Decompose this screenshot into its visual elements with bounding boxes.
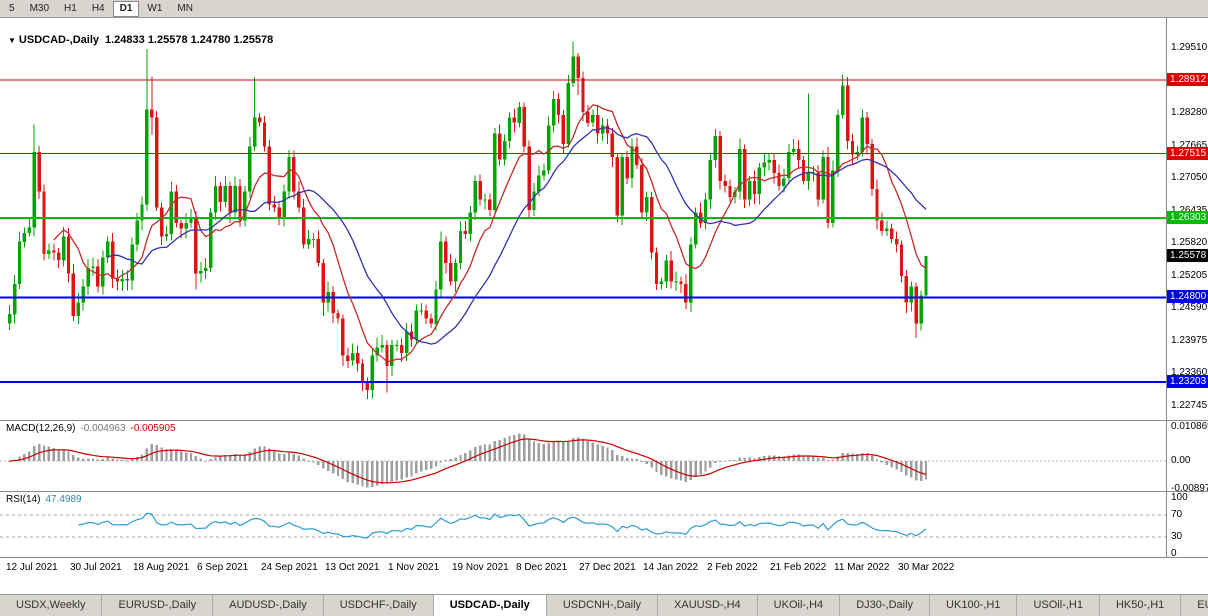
symbol-tab-audusd-daily[interactable]: AUDUSD-,Daily (213, 595, 324, 616)
macd-main-value: -0.004963 (80, 423, 126, 434)
macd-signal-value: -0.005905 (130, 423, 176, 434)
time-axis-label: 24 Sep 2021 (261, 562, 318, 573)
price-axis-tick: 1.23360 (1171, 367, 1208, 378)
price-level-badge: 1.26303 (1167, 211, 1208, 224)
ma-fast-line (53, 104, 927, 363)
time-axis-label: 30 Jul 2021 (70, 562, 122, 573)
symbol-tab-eurusd-daily[interactable]: EURUSD-,Daily (102, 595, 214, 616)
symbol-tab-ukoil-h4[interactable]: UKOil-,H4 (758, 595, 841, 616)
symbol-tab-usdcad-daily[interactable]: USDCAD-,Daily (433, 595, 547, 616)
chart-title: ▼ USDCAD-,Daily 1.24833 1.25578 1.24780 1.… (8, 34, 273, 46)
rsi-name: RSI(14) (6, 494, 41, 505)
macd-signal-line (9, 438, 927, 484)
time-axis-label: 27 Dec 2021 (579, 562, 636, 573)
level-lines-layer (0, 79, 1166, 383)
chart-ohlc-values: 1.24833 1.25578 1.24780 1.25578 (105, 34, 274, 46)
macd-name: MACD(12,26,9) (6, 423, 76, 434)
price-level-badge: 1.24800 (1167, 290, 1208, 303)
macd-axis-tick: 0.00 (1171, 455, 1191, 466)
timeframe-button-w1[interactable]: W1 (147, 2, 163, 14)
time-axis-label: 13 Oct 2021 (325, 562, 380, 573)
rsi-axis-tick: 30 (1171, 531, 1183, 542)
timeframe-button-5[interactable]: 5 (9, 2, 15, 14)
timeframe-button-d1[interactable]: D1 (112, 0, 140, 17)
main-macd-separator[interactable] (0, 420, 1208, 421)
timeframe-button-mn[interactable]: MN (177, 2, 193, 14)
macd-indicator-label: MACD(12,26,9) -0.004963 -0.005905 (6, 423, 176, 434)
rsi-timeaxis-separator (0, 557, 1208, 558)
symbol-tab-bar: USDX,Weekly EURUSD-,Daily AUDUSD-,Daily USD… (0, 594, 1208, 616)
rsi-indicator-label: RSI(14) 47.4989 (6, 494, 82, 505)
price-axis[interactable]: 1.29510 1.28280 1.27665 1.27050 1.26435 1.258… (1166, 18, 1208, 559)
rsi-axis-tick: 70 (1171, 509, 1183, 520)
symbol-tab-usoil-h1[interactable]: USOil-,H1 (1017, 595, 1100, 616)
price-axis-tick: 1.22745 (1171, 400, 1208, 411)
ma-slow-line (107, 127, 927, 345)
price-axis-tick: 1.25820 (1171, 237, 1208, 248)
time-axis-label: 12 Jul 2021 (6, 562, 58, 573)
price-axis-tick: 1.28280 (1171, 107, 1208, 118)
time-axis-label: 14 Jan 2022 (643, 562, 699, 573)
time-axis-label: 18 Aug 2021 (133, 562, 190, 573)
time-axis-label: 19 Nov 2021 (452, 562, 509, 573)
price-axis-tick: 1.27050 (1171, 172, 1208, 183)
symbol-tab-dj30-daily[interactable]: DJ30-,Daily (840, 595, 931, 616)
macd-axis-tick: -0.008974 (1171, 483, 1208, 494)
macd-histogram (8, 433, 928, 488)
rsi-axis-tick: 0 (1171, 548, 1177, 559)
symbol-tab-xauusd-h4[interactable]: XAUUSD-,H4 (658, 595, 758, 616)
chart-symbol-label: USDCAD-,Daily (18, 34, 99, 46)
macd-axis-tick: 0.010869 (1171, 421, 1208, 432)
time-axis-label: 6 Sep 2021 (197, 562, 249, 573)
timeframe-button-h4[interactable]: H4 (91, 2, 105, 14)
price-axis-tick: 1.29510 (1171, 42, 1208, 53)
time-axis-label: 11 Mar 2022 (834, 562, 890, 573)
price-level-badge: 1.27515 (1167, 147, 1208, 160)
rsi-value: 47.4989 (45, 494, 82, 505)
symbol-tab-hk50-h1[interactable]: HK50-,H1 (1100, 595, 1182, 616)
price-chart-canvas[interactable] (0, 18, 1166, 557)
rsi-line (78, 512, 927, 539)
dropdown-triangle-icon: ▼ (8, 36, 16, 45)
time-axis-label: 1 Nov 2021 (388, 562, 440, 573)
current-price-badge: 1.25578 (1167, 249, 1208, 262)
symbol-tab-usdx-weekly[interactable]: USDX,Weekly (0, 595, 103, 616)
time-axis-label: 30 Mar 2022 (898, 562, 955, 573)
symbol-tab-uk100-h1[interactable]: UK100-,H1 (930, 595, 1018, 616)
rsi-axis-tick: 100 (1171, 492, 1188, 503)
timeframe-button-m30[interactable]: M30 (29, 2, 50, 14)
price-level-badge: 1.23203 (1167, 375, 1208, 388)
price-axis-tick: 1.23975 (1171, 335, 1208, 346)
price-axis-tick: 1.25205 (1171, 270, 1208, 281)
timeframe-toolbar: 5 M30 H1 H4 D1 W1 MN (0, 0, 1208, 18)
time-axis-label: 8 Dec 2021 (516, 562, 568, 573)
timeframe-button-h1[interactable]: H1 (64, 2, 77, 14)
price-level-badge: 1.28912 (1167, 73, 1208, 86)
time-axis-label: 2 Feb 2022 (707, 562, 758, 573)
price-axis-tick: 1.27665 (1171, 140, 1208, 151)
macd-rsi-separator[interactable] (0, 491, 1208, 492)
price-axis-tick: 1.24590 (1171, 302, 1208, 313)
time-axis-label: 21 Feb 2022 (770, 562, 827, 573)
symbol-tab-eu[interactable]: EU (1181, 595, 1208, 616)
symbol-tab-usdchf-daily[interactable]: USDCHF-,Daily (324, 595, 434, 616)
price-axis-tick: 1.26435 (1171, 205, 1207, 216)
symbol-tab-usdcnh-daily[interactable]: USDCNH-,Daily (547, 595, 659, 616)
rsi-level-lines (0, 514, 1166, 538)
candles-layer (8, 41, 928, 399)
time-axis[interactable]: 12 Jul 2021 30 Jul 2021 18 Aug 2021 6 Sep 2… (0, 558, 1166, 578)
